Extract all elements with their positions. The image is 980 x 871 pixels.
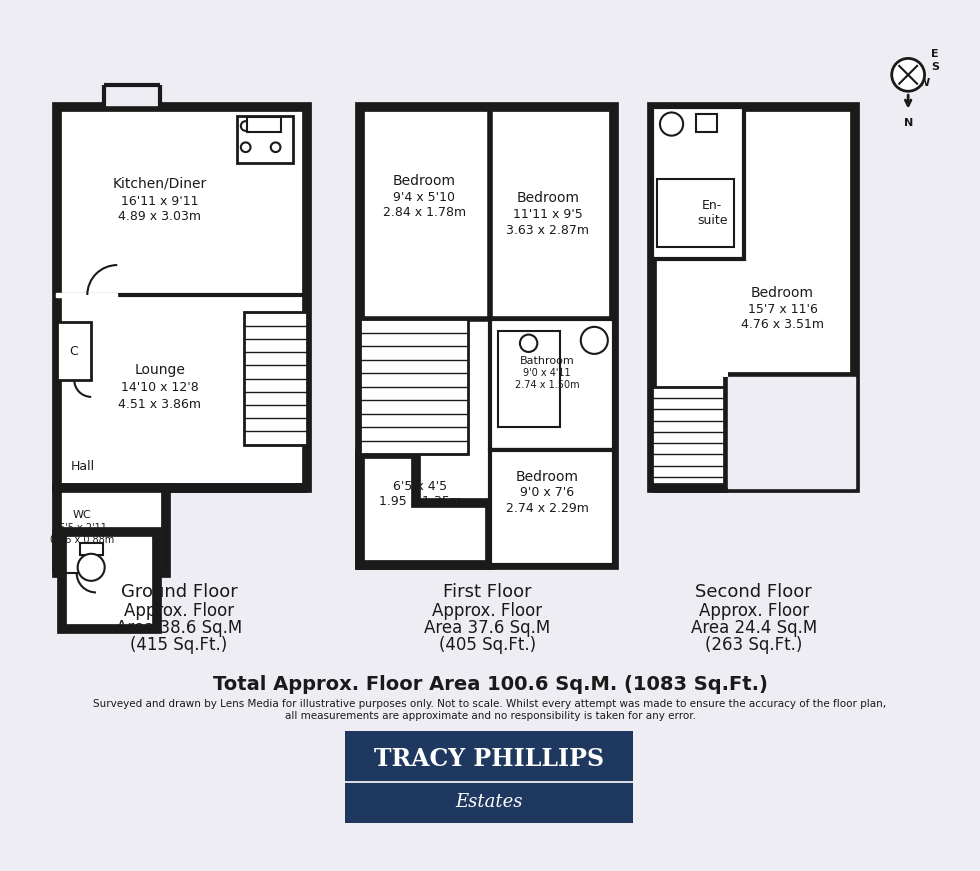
Bar	[360, 319, 467, 455]
Bar	[360, 106, 613, 565]
Bar	[58, 106, 307, 488]
Text: 14'10 x 12'8: 14'10 x 12'8	[121, 381, 199, 395]
Bar	[490, 449, 613, 565]
Text: W: W	[917, 78, 930, 88]
Text: Ground Floor: Ground Floor	[121, 584, 237, 601]
Text: 2.74 x 1.50m: 2.74 x 1.50m	[514, 380, 579, 390]
Text: Total Approx. Floor Area 100.6 Sq.M. (1083 Sq.Ft.): Total Approx. Floor Area 100.6 Sq.M. (10…	[213, 675, 767, 693]
Bar	[58, 322, 91, 380]
Text: Area 37.6 Sq.M: Area 37.6 Sq.M	[424, 619, 550, 638]
Text: 4.51 x 3.86m: 4.51 x 3.86m	[119, 398, 201, 410]
Text: 4.89 x 3.03m: 4.89 x 3.03m	[119, 210, 201, 223]
Bar	[345, 732, 633, 823]
Text: Approx. Floor: Approx. Floor	[699, 602, 808, 620]
Bar	[237, 117, 293, 163]
Circle shape	[256, 121, 265, 131]
Text: First Floor: First Floor	[443, 584, 531, 601]
Text: C: C	[70, 345, 78, 357]
Text: 9'4 x 5'10: 9'4 x 5'10	[393, 191, 456, 204]
Bar	[244, 313, 307, 445]
Text: Bathroom: Bathroom	[519, 355, 574, 366]
Text: TRACY PHILLIPS: TRACY PHILLIPS	[374, 746, 604, 771]
Text: 9'0 x 7'6: 9'0 x 7'6	[520, 487, 574, 499]
Text: Bedroom: Bedroom	[515, 469, 578, 483]
Text: Bedroom: Bedroom	[393, 174, 456, 188]
Text: 11'11 x 9'5: 11'11 x 9'5	[514, 208, 583, 221]
Text: Estates: Estates	[456, 793, 522, 811]
Circle shape	[520, 334, 537, 352]
Text: 1.95 x 1.35m: 1.95 x 1.35m	[379, 495, 462, 508]
Text: Bedroom: Bedroom	[751, 286, 814, 300]
Circle shape	[241, 143, 251, 152]
Polygon shape	[727, 377, 855, 488]
Bar	[657, 179, 734, 246]
Text: 2.74 x 2.29m: 2.74 x 2.29m	[506, 502, 588, 515]
Text: Area 24.4 Sq.M: Area 24.4 Sq.M	[691, 619, 816, 638]
Circle shape	[270, 143, 280, 152]
Polygon shape	[360, 455, 490, 565]
Text: 4.76 x 3.51m: 4.76 x 3.51m	[741, 319, 824, 332]
Circle shape	[77, 554, 105, 581]
Bar	[653, 387, 727, 488]
Text: Area 38.6 Sq.M: Area 38.6 Sq.M	[116, 619, 242, 638]
Text: 15'7 x 11'6: 15'7 x 11'6	[748, 303, 817, 316]
Circle shape	[892, 58, 924, 91]
Text: Second Floor: Second Floor	[695, 584, 812, 601]
Circle shape	[241, 121, 251, 131]
Text: all measurements are approximate and no responsibility is taken for any error.: all measurements are approximate and no …	[284, 711, 696, 721]
Text: Approx. Floor: Approx. Floor	[124, 602, 234, 620]
Text: Bedroom: Bedroom	[516, 192, 579, 206]
Text: 3.63 x 2.87m: 3.63 x 2.87m	[507, 224, 589, 237]
Text: (263 Sq.Ft.): (263 Sq.Ft.)	[705, 636, 803, 653]
Bar	[247, 118, 281, 132]
Text: En-
suite: En- suite	[697, 199, 727, 227]
Text: Hall: Hall	[71, 461, 94, 473]
Text: 6'5 x 4'5: 6'5 x 4'5	[393, 480, 448, 493]
Polygon shape	[57, 293, 118, 297]
Bar	[490, 319, 613, 449]
Text: Lounge: Lounge	[134, 363, 185, 377]
Text: Approx. Floor: Approx. Floor	[432, 602, 542, 620]
Text: N: N	[904, 118, 912, 128]
Bar	[62, 531, 157, 629]
Text: Surveyed and drawn by Lens Media for illustrative purposes only. Not to scale. W: Surveyed and drawn by Lens Media for ill…	[93, 699, 887, 710]
Text: 2.84 x 1.78m: 2.84 x 1.78m	[383, 206, 466, 219]
Circle shape	[660, 112, 683, 136]
Text: E: E	[931, 49, 939, 58]
Text: (415 Sq.Ft.): (415 Sq.Ft.)	[130, 636, 227, 653]
Bar	[498, 331, 561, 428]
Text: 16'11 x 9'11: 16'11 x 9'11	[121, 195, 199, 208]
Text: S: S	[931, 62, 939, 72]
Bar	[696, 114, 717, 132]
Bar	[653, 106, 855, 488]
Bar	[79, 544, 103, 555]
Bar	[653, 106, 744, 260]
Bar	[58, 488, 166, 573]
Text: 6'5 x 2'11: 6'5 x 2'11	[59, 523, 107, 533]
Text: 9'0 x 4'11: 9'0 x 4'11	[523, 368, 570, 378]
Circle shape	[581, 327, 608, 354]
Text: (405 Sq.Ft.): (405 Sq.Ft.)	[438, 636, 536, 653]
Text: Kitchen/Diner: Kitchen/Diner	[113, 177, 207, 191]
Text: 0.96 x 0.88m: 0.96 x 0.88m	[50, 536, 115, 545]
Polygon shape	[104, 84, 160, 105]
Text: WC: WC	[74, 510, 92, 520]
Circle shape	[270, 121, 280, 131]
